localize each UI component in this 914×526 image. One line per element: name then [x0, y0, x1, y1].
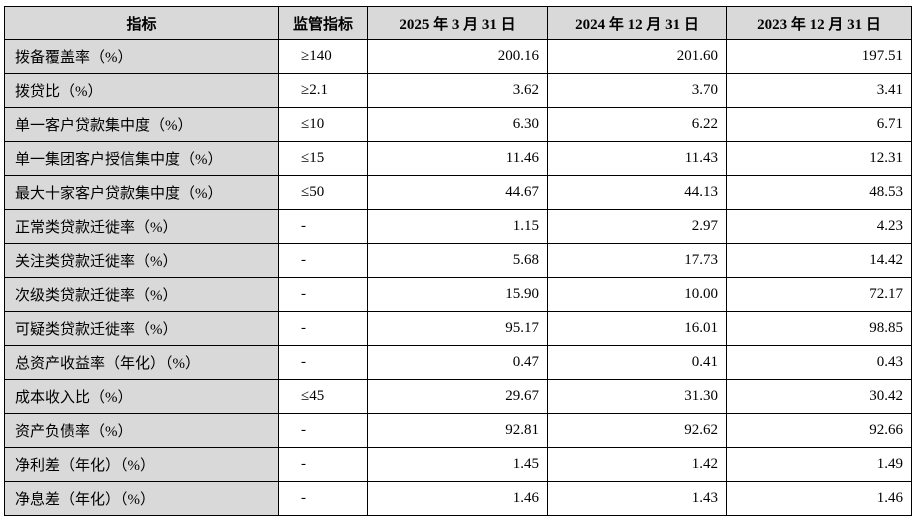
- table-row: 单一客户贷款集中度（%） ≤10 6.30 6.22 6.71: [4, 107, 912, 142]
- value-2025-q1: 1.45: [367, 447, 548, 482]
- value-2024: 16.01: [547, 311, 727, 346]
- indicator-name: 关注类贷款迁徙率（%）: [4, 243, 279, 278]
- table-row: 拨备覆盖率（%） ≥140 200.16 201.60 197.51: [4, 39, 912, 74]
- table-body: 拨备覆盖率（%） ≥140 200.16 201.60 197.51 拨贷比（%） ≥2.1…: [4, 39, 912, 516]
- value-2023: 1.46: [726, 481, 912, 516]
- value-2023: 92.66: [726, 413, 912, 448]
- table-row: 总资产收益率（年化）（%） -0.47 0.41 0.43: [4, 345, 912, 380]
- regulatory-value: -: [278, 311, 368, 346]
- indicator-name: 次级类贷款迁徙率（%）: [4, 277, 279, 312]
- regulatory-value: ≤10: [278, 107, 368, 142]
- header-regulatory: 监管指标: [278, 6, 368, 40]
- table-row: 拨贷比（%） ≥2.1 3.62 3.70 3.41: [4, 73, 912, 108]
- indicator-name: 净息差（年化）（%）: [4, 481, 279, 516]
- value-2023: 98.85: [726, 311, 912, 346]
- table-row: 关注类贷款迁徙率（%） -5.68 17.73 14.42: [4, 243, 912, 278]
- indicator-name: 单一集团客户授信集中度（%）: [4, 141, 279, 176]
- value-2024: 1.42: [547, 447, 727, 482]
- regulatory-value: -: [278, 277, 368, 312]
- regulatory-value: -: [278, 481, 368, 516]
- indicator-name: 可疑类贷款迁徙率（%）: [4, 311, 279, 346]
- header-2024: 2024 年 12 月 31 日: [547, 6, 727, 40]
- table-row: 次级类贷款迁徙率（%） -15.90 10.00 72.17: [4, 277, 912, 312]
- value-2023: 14.42: [726, 243, 912, 278]
- indicator-name: 净利差（年化）（%）: [4, 447, 279, 482]
- indicator-name: 总资产收益率（年化）（%）: [4, 345, 279, 380]
- regulatory-value: ≤15: [278, 141, 368, 176]
- indicator-name: 最大十家客户贷款集中度（%）: [4, 175, 279, 210]
- table-row: 可疑类贷款迁徙率（%） -95.17 16.01 98.85: [4, 311, 912, 346]
- financial-indicators-table: 指标 监管指标 2025 年 3 月 31 日 2024 年 12 月 31 日…: [4, 6, 912, 516]
- value-2023: 197.51: [726, 39, 912, 74]
- table-row: 正常类贷款迁徙率（%） -1.15 2.97 4.23: [4, 209, 912, 244]
- value-2023: 4.23: [726, 209, 912, 244]
- value-2025-q1: 1.46: [367, 481, 548, 516]
- value-2024: 2.97: [547, 209, 727, 244]
- value-2024: 44.13: [547, 175, 727, 210]
- table-row: 最大十家客户贷款集中度（%） ≤50 44.67 44.13 48.53: [4, 175, 912, 210]
- value-2025-q1: 0.47: [367, 345, 548, 380]
- value-2025-q1: 95.17: [367, 311, 548, 346]
- value-2025-q1: 3.62: [367, 73, 548, 108]
- regulatory-value: ≥140: [278, 39, 368, 74]
- header-row: 指标 监管指标 2025 年 3 月 31 日 2024 年 12 月 31 日…: [4, 6, 912, 40]
- indicator-name: 单一客户贷款集中度（%）: [4, 107, 279, 142]
- value-2024: 17.73: [547, 243, 727, 278]
- value-2024: 0.41: [547, 345, 727, 380]
- value-2023: 48.53: [726, 175, 912, 210]
- table-row: 成本收入比（%） ≤45 29.67 31.30 30.42: [4, 379, 912, 414]
- value-2025-q1: 15.90: [367, 277, 548, 312]
- value-2024: 11.43: [547, 141, 727, 176]
- value-2024: 10.00: [547, 277, 727, 312]
- value-2023: 6.71: [726, 107, 912, 142]
- value-2024: 6.22: [547, 107, 727, 142]
- indicator-name: 拨贷比（%）: [4, 73, 279, 108]
- value-2025-q1: 1.15: [367, 209, 548, 244]
- indicator-name: 成本收入比（%）: [4, 379, 279, 414]
- value-2024: 92.62: [547, 413, 727, 448]
- value-2023: 3.41: [726, 73, 912, 108]
- value-2024: 3.70: [547, 73, 727, 108]
- indicator-name: 资产负债率（%）: [4, 413, 279, 448]
- value-2025-q1: 5.68: [367, 243, 548, 278]
- header-2025-q1: 2025 年 3 月 31 日: [367, 6, 548, 40]
- value-2025-q1: 6.30: [367, 107, 548, 142]
- regulatory-value: -: [278, 209, 368, 244]
- value-2023: 0.43: [726, 345, 912, 380]
- regulatory-value: -: [278, 413, 368, 448]
- regulatory-value: ≤45: [278, 379, 368, 414]
- regulatory-value: -: [278, 447, 368, 482]
- indicator-name: 正常类贷款迁徙率（%）: [4, 209, 279, 244]
- value-2025-q1: 44.67: [367, 175, 548, 210]
- table-row: 净息差（年化）（%） -1.46 1.43 1.46: [4, 481, 912, 516]
- value-2025-q1: 200.16: [367, 39, 548, 74]
- value-2023: 1.49: [726, 447, 912, 482]
- value-2025-q1: 29.67: [367, 379, 548, 414]
- value-2025-q1: 11.46: [367, 141, 548, 176]
- value-2023: 12.31: [726, 141, 912, 176]
- value-2023: 72.17: [726, 277, 912, 312]
- indicator-name: 拨备覆盖率（%）: [4, 39, 279, 74]
- table-row: 单一集团客户授信集中度（%） ≤15 11.46 11.43 12.31: [4, 141, 912, 176]
- header-indicator: 指标: [4, 6, 279, 40]
- value-2024: 201.60: [547, 39, 727, 74]
- regulatory-value: ≥2.1: [278, 73, 368, 108]
- value-2023: 30.42: [726, 379, 912, 414]
- regulatory-value: -: [278, 345, 368, 380]
- header-2023: 2023 年 12 月 31 日: [726, 6, 912, 40]
- table-row: 资产负债率（%） -92.81 92.62 92.66: [4, 413, 912, 448]
- regulatory-value: -: [278, 243, 368, 278]
- value-2024: 31.30: [547, 379, 727, 414]
- regulatory-value: ≤50: [278, 175, 368, 210]
- value-2025-q1: 92.81: [367, 413, 548, 448]
- value-2024: 1.43: [547, 481, 727, 516]
- table-row: 净利差（年化）（%） -1.45 1.42 1.49: [4, 447, 912, 482]
